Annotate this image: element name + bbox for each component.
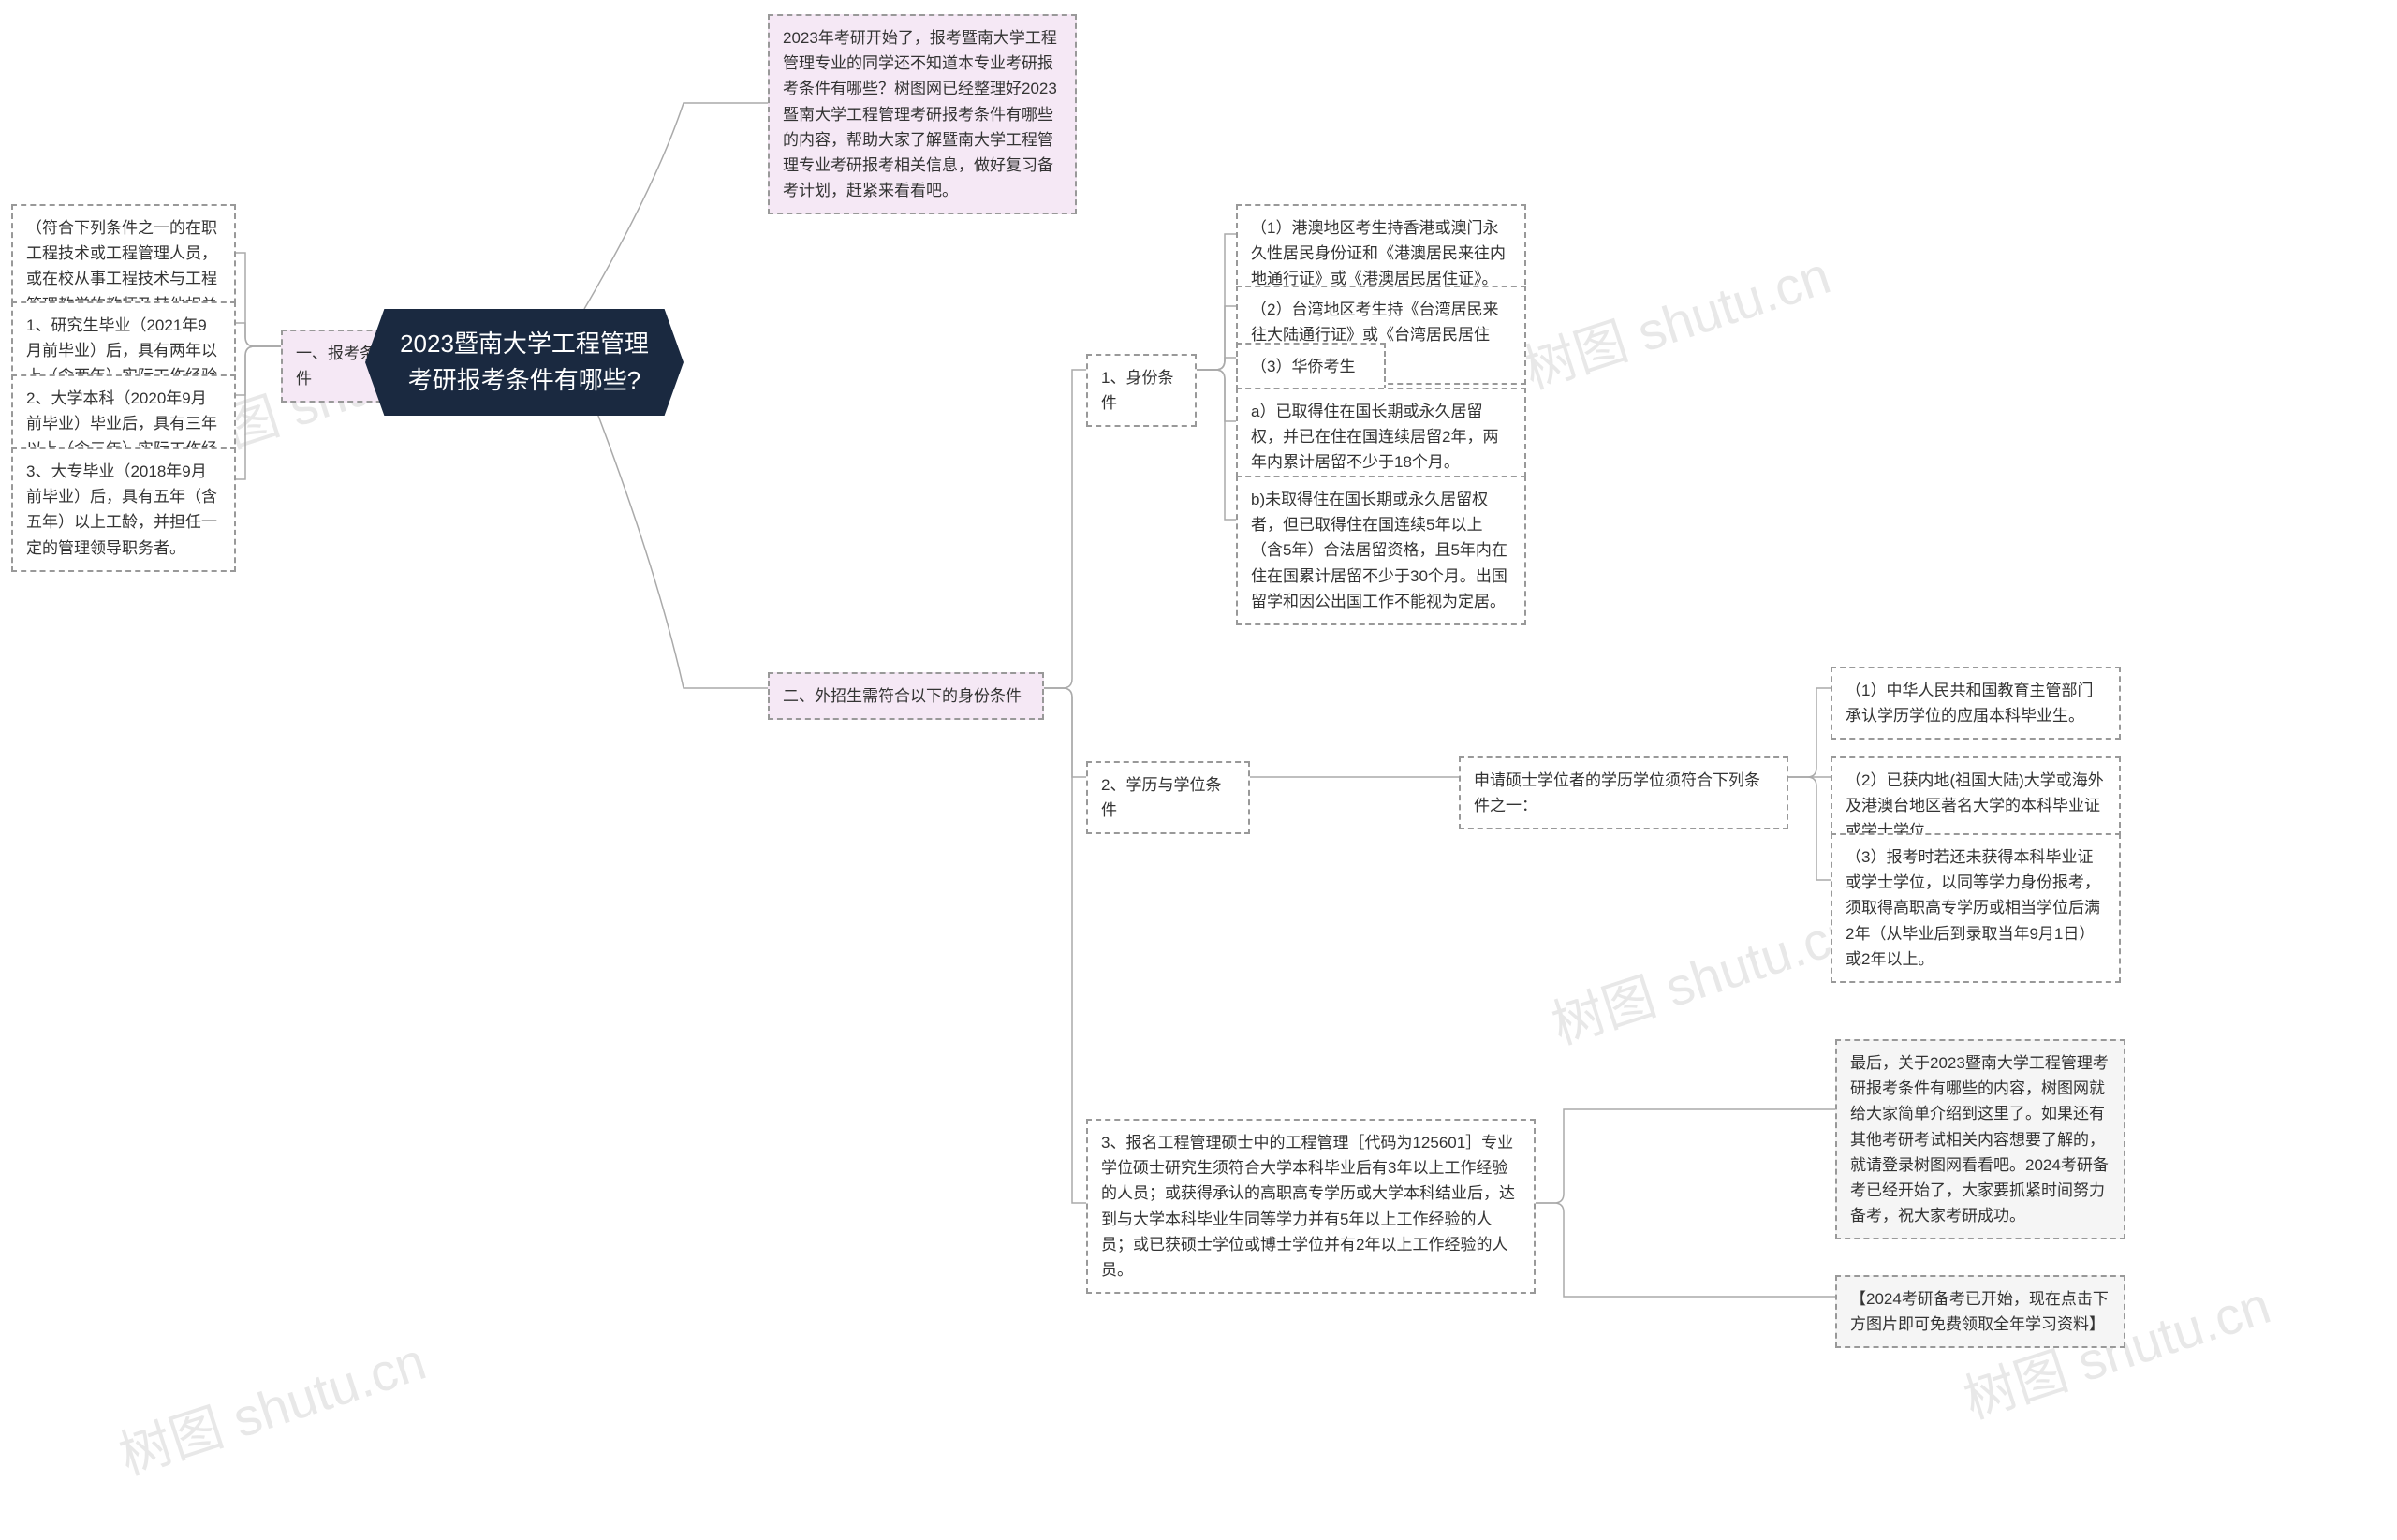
section2-sub2-c: （3）报考时若还未获得本科毕业证或学士学位，以同等学力身份报考，须取得高职高专学… (1831, 833, 2121, 983)
section2-sub1-d: a）已取得住在国长期或永久居留权，并已在住在国连续居留2年，两年内累计居留不少于… (1236, 388, 1526, 487)
section2-sub3-label: 3、报名工程管理硕士中的工程管理［代码为125601］专业学位硕士研究生须符合大… (1086, 1119, 1536, 1294)
section2-sub2-label: 2、学历与学位条件 (1086, 761, 1250, 834)
watermark: 树图 shutu.cn (1513, 234, 1839, 404)
section2-sub1-c: （3）华侨考生 (1236, 343, 1386, 390)
watermark: 树图 shutu.cn (1541, 889, 1867, 1060)
section2-label: 二、外招生需符合以下的身份条件 (768, 672, 1044, 720)
root-node: 2023暨南大学工程管理考研报考条件有哪些? (365, 309, 684, 416)
section1-item3: 3、大专毕业（2018年9月前毕业）后，具有五年（含五年）以上工龄，并担任一定的… (11, 447, 236, 572)
section2-sub3-b: 【2024考研备考已开始，现在点击下方图片即可免费领取全年学习资料】 (1835, 1275, 2125, 1348)
section2-sub1-label: 1、身份条件 (1086, 354, 1197, 427)
section2-sub1-e: b)未取得住在国长期或永久居留权者，但已取得住在国连续5年以上（含5年）合法居留… (1236, 476, 1526, 625)
intro-node: 2023年考研开始了，报考暨南大学工程管理专业的同学还不知道本专业考研报考条件有… (768, 14, 1077, 214)
watermark: 树图 shutu.cn (109, 1320, 434, 1490)
section2-sub2-a: （1）中华人民共和国教育主管部门承认学历学位的应届本科毕业生。 (1831, 667, 2121, 740)
section2-sub2-mid: 申请硕士学位者的学历学位须符合下列条件之一： (1459, 756, 1788, 829)
section2-sub3-a: 最后，关于2023暨南大学工程管理考研报考条件有哪些的内容，树图网就给大家简单介… (1835, 1039, 2125, 1239)
